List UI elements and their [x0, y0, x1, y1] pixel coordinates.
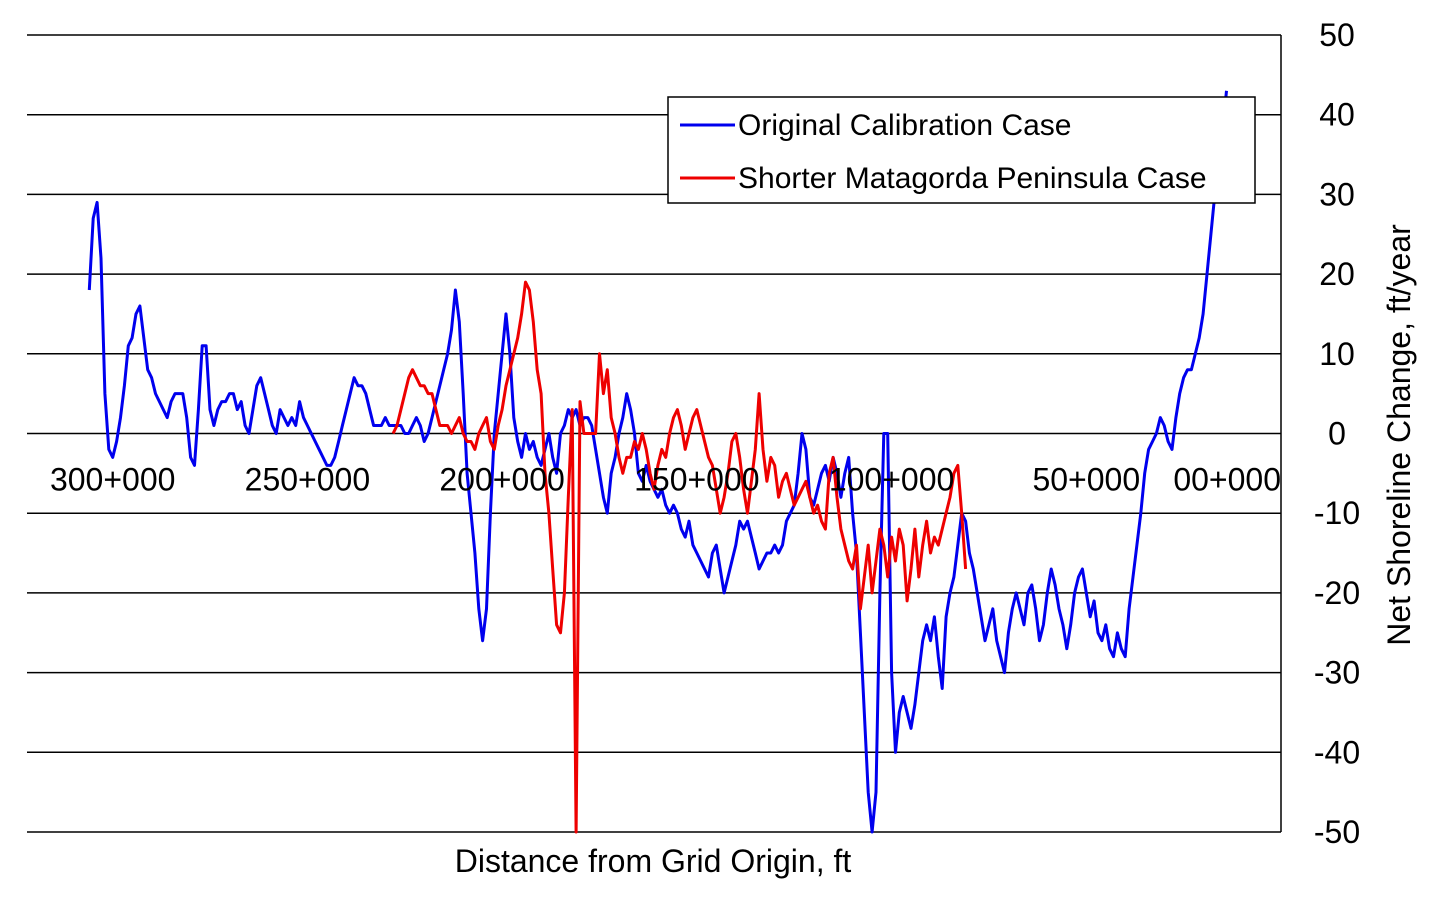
y-tick-label: 10 [1319, 336, 1355, 372]
grid-layer [27, 34, 1281, 833]
y-tick-label: -50 [1314, 814, 1360, 850]
series-layer [87, 90, 1228, 834]
series-line-shorter [391, 280, 968, 834]
legend-box [667, 96, 1256, 204]
y-tick-label: 0 [1328, 416, 1346, 452]
y-tick-label: 40 [1319, 97, 1355, 133]
x-tick-label: 250+000 [245, 462, 370, 498]
y-axis-title: Net Shoreline Change, ft/year [1381, 224, 1417, 646]
y-tick-label: -10 [1314, 495, 1360, 531]
y-tick-labels: 50 40 30 20 10 0 -10 -20 -30 -40 -50 [1314, 17, 1360, 850]
x-tick-label: 00+000 [1173, 462, 1281, 498]
y-tick-label: 50 [1319, 17, 1355, 53]
legend-label-original: Original Calibration Case [738, 109, 1072, 142]
y-tick-label: 20 [1319, 256, 1355, 292]
x-tick-label: 150+000 [634, 462, 759, 498]
x-axis-title: Distance from Grid Origin, ft [455, 843, 852, 879]
x-tick-label: 100+000 [829, 462, 954, 498]
series-line-original [87, 90, 1228, 834]
y-tick-label: 30 [1319, 176, 1355, 212]
x-tick-label: 200+000 [439, 462, 564, 498]
y-tick-label: -30 [1314, 655, 1360, 691]
y-tick-label: -20 [1314, 575, 1360, 611]
y-tick-label: -40 [1314, 734, 1360, 770]
x-tick-label: 50+000 [1032, 462, 1140, 498]
legend-label-shorter: Shorter Matagorda Peninsula Case [738, 162, 1207, 195]
x-tick-labels: 300+000 250+000 200+000 150+000 100+000 50+00… [50, 462, 1281, 498]
x-tick-label: 300+000 [50, 462, 175, 498]
legend: Original Calibration Case Shorter Matago… [667, 96, 1256, 204]
